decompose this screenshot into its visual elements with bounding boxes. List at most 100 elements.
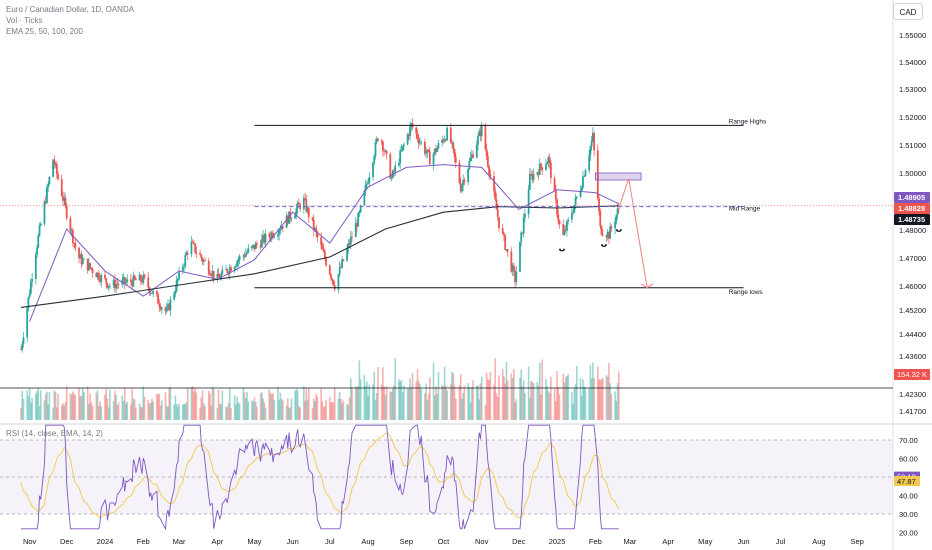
rsi-tick-label: 60.00	[899, 455, 918, 464]
volume-bar	[193, 391, 195, 420]
price-tick-label: 1.51000	[899, 141, 926, 150]
candle-body	[416, 133, 419, 139]
candle-body	[125, 281, 127, 284]
volume-bar	[141, 407, 143, 420]
volume-bar	[337, 398, 340, 420]
candle-body	[65, 205, 68, 219]
candle-body	[225, 269, 227, 270]
volume-bar	[410, 387, 413, 420]
volume-bar	[618, 371, 620, 420]
chart-title: Euro / Canadian Dollar, 1D, OANDA	[6, 5, 135, 14]
candle-body	[342, 259, 345, 261]
volume-bar	[341, 403, 343, 420]
candle-body	[63, 197, 66, 201]
candle-body	[62, 196, 64, 201]
candle-body	[346, 248, 348, 261]
volume-bar	[364, 385, 367, 420]
candle-body	[579, 190, 582, 197]
candle-body	[521, 232, 524, 234]
volume-bar	[558, 394, 561, 420]
volume-bar	[567, 374, 569, 420]
volume-bar	[74, 395, 77, 420]
candle-body	[583, 176, 586, 178]
volume-bar	[195, 392, 198, 420]
candle-body	[37, 235, 40, 248]
candle-body	[398, 163, 400, 166]
volume-bar	[262, 398, 264, 420]
price-tick-label: 1.47000	[899, 254, 926, 263]
time-tick-label: Dec	[512, 537, 526, 546]
volume-bar	[563, 382, 566, 420]
time-tick-label: Sep	[851, 537, 864, 546]
candle-body	[88, 262, 90, 271]
candle-body	[354, 223, 357, 238]
volume-bar	[614, 391, 616, 420]
candle-body	[298, 202, 300, 205]
volume-bar	[513, 369, 515, 420]
candle-body	[149, 292, 152, 294]
rsi-line	[21, 424, 619, 531]
rsi-tick-label: 20.00	[899, 529, 918, 538]
candle-body	[478, 130, 481, 136]
volume-bar	[363, 374, 366, 420]
volume-bar	[445, 385, 447, 420]
candle-body	[199, 252, 201, 255]
volume-bar	[132, 398, 135, 420]
volume-bar	[582, 379, 584, 420]
volume-bar	[550, 376, 552, 420]
candle-body	[468, 161, 471, 170]
volume-bar	[48, 392, 51, 420]
candle-body	[106, 283, 109, 288]
volume-bar	[26, 390, 28, 420]
candle-body	[393, 170, 395, 172]
volume-bar	[390, 392, 393, 420]
candle-body	[375, 138, 378, 143]
candle-body	[441, 139, 444, 143]
volume-bar	[356, 387, 358, 420]
time-tick-label: 2024	[97, 537, 114, 546]
volume-bar	[588, 388, 590, 420]
volume-bar	[584, 387, 587, 420]
candle-body	[410, 123, 413, 127]
candle-body	[89, 262, 92, 268]
volume-bar	[372, 384, 374, 420]
candle-body	[415, 127, 418, 134]
volume-bar	[442, 386, 445, 420]
candle-body	[446, 127, 449, 141]
candle-body	[27, 297, 30, 309]
candle-body	[590, 140, 593, 147]
candle-body	[132, 275, 135, 287]
volume-bar	[280, 398, 283, 420]
time-tick-label: Feb	[137, 537, 150, 546]
candle-body	[530, 173, 533, 175]
volume-bar	[167, 406, 169, 420]
price-badge-label: 1.48828	[898, 204, 925, 213]
currency-button[interactable]: CAD	[893, 3, 923, 20]
price-tick-label: 1.45200	[899, 306, 926, 315]
candle-body	[294, 214, 297, 219]
ema-slow-line	[20, 205, 619, 308]
volume-bar	[609, 383, 611, 420]
candle-body	[419, 142, 421, 144]
price-badge	[894, 214, 930, 225]
candle-body	[122, 277, 125, 280]
volume-bar	[354, 386, 357, 420]
candle-body	[320, 237, 323, 246]
volume-bar	[69, 393, 72, 420]
candle-body	[190, 241, 193, 255]
volume-bar	[140, 407, 142, 420]
candle-body	[147, 277, 150, 288]
candle-body	[511, 265, 514, 272]
candle-body	[152, 290, 155, 294]
volume-bar	[540, 394, 542, 420]
volume-bar	[210, 405, 213, 420]
candle-body	[470, 154, 473, 158]
volume-bar	[347, 405, 350, 420]
candle-body	[609, 226, 612, 239]
volume-bar	[469, 402, 472, 420]
volume-bar	[433, 395, 436, 420]
candle-body	[252, 244, 255, 247]
volume-bar	[331, 402, 334, 420]
candle-body	[280, 226, 283, 230]
